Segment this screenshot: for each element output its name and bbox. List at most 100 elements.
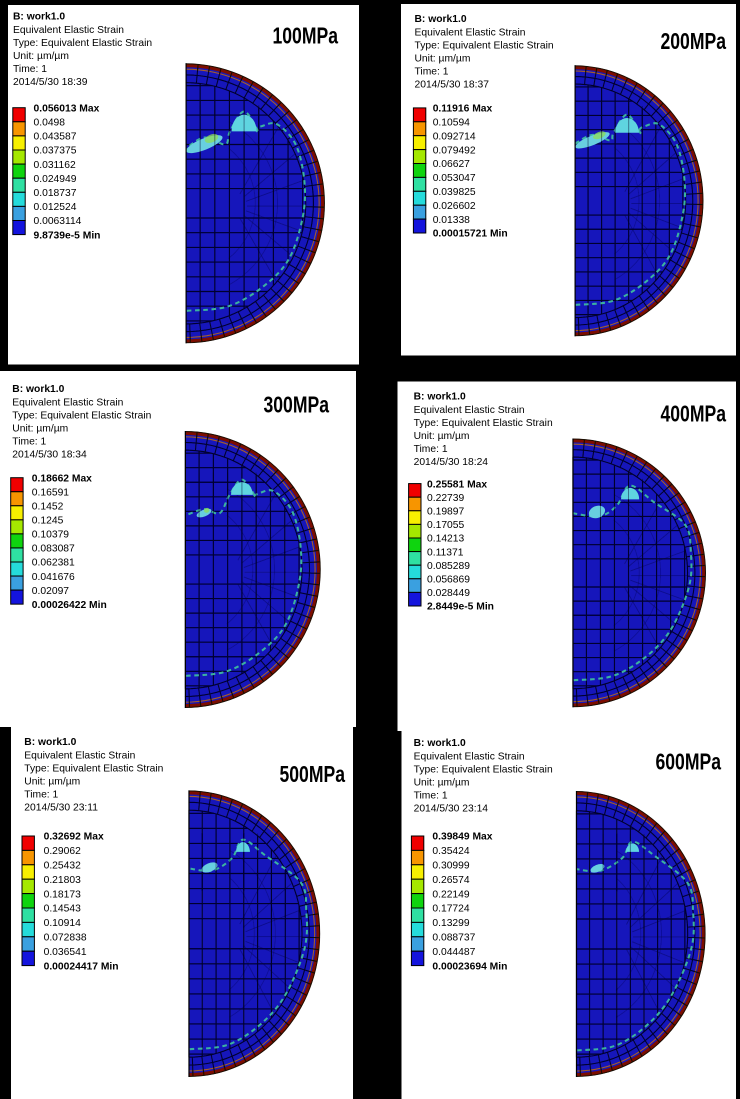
svg-text:B: work1.0: B: work1.0 [415, 14, 467, 25]
svg-text:2014/5/30 18:37: 2014/5/30 18:37 [415, 80, 490, 91]
svg-text:0.026602: 0.026602 [433, 201, 476, 212]
svg-text:0.32692 Max: 0.32692 Max [44, 832, 104, 843]
svg-text:B: work1.0: B: work1.0 [13, 12, 65, 23]
svg-text:Type: Equivalent Elastic Strai: Type: Equivalent Elastic Strain [24, 763, 163, 774]
svg-text:0.044487: 0.044487 [432, 947, 475, 958]
svg-text:0.35424: 0.35424 [432, 846, 469, 857]
svg-text:Type: Equivalent Elastic Strai: Type: Equivalent Elastic Strain [12, 410, 151, 421]
svg-text:2014/5/30 23:11: 2014/5/30 23:11 [24, 803, 98, 814]
svg-text:Type: Equivalent Elastic Strai: Type: Equivalent Elastic Strain [414, 418, 553, 429]
svg-text:0.037375: 0.037375 [34, 146, 77, 157]
svg-text:2014/5/30 23:14: 2014/5/30 23:14 [414, 804, 489, 815]
svg-text:2.8449e-5 Min: 2.8449e-5 Min [427, 602, 494, 613]
svg-text:0.012524: 0.012524 [34, 202, 77, 213]
svg-text:0.10914: 0.10914 [44, 918, 81, 929]
svg-text:2014/5/30 18:34: 2014/5/30 18:34 [12, 450, 87, 461]
svg-text:0.062381: 0.062381 [32, 558, 75, 569]
svg-text:0.22149: 0.22149 [432, 889, 469, 900]
svg-text:300MPa: 300MPa [264, 391, 330, 417]
svg-text:0.0063114: 0.0063114 [34, 216, 82, 227]
svg-text:0.053047: 0.053047 [433, 173, 476, 184]
svg-text:Equivalent Elastic Strain: Equivalent Elastic Strain [24, 750, 135, 761]
svg-text:0.25581 Max: 0.25581 Max [427, 479, 487, 490]
svg-text:0.028449: 0.028449 [427, 588, 470, 599]
svg-text:0.25432: 0.25432 [44, 861, 81, 872]
svg-text:2014/5/30 18:39: 2014/5/30 18:39 [13, 77, 88, 88]
svg-text:100MPa: 100MPa [273, 22, 339, 48]
svg-text:Time: 1: Time: 1 [24, 790, 58, 801]
svg-text:0.18173: 0.18173 [44, 889, 81, 900]
svg-text:0.17055: 0.17055 [427, 520, 464, 531]
svg-text:Unit: µm/µm: Unit: µm/µm [13, 51, 69, 62]
svg-text:0.00026422 Min: 0.00026422 Min [32, 600, 107, 611]
svg-text:0.18662 Max: 0.18662 Max [32, 473, 92, 484]
svg-text:0.00015721 Min: 0.00015721 Min [433, 229, 508, 240]
svg-text:0.26574: 0.26574 [432, 875, 469, 886]
svg-text:Equivalent Elastic Strain: Equivalent Elastic Strain [12, 397, 123, 408]
svg-text:0.01338: 0.01338 [433, 215, 470, 226]
svg-text:0.039825: 0.039825 [433, 187, 476, 198]
svg-text:2014/5/30 18:24: 2014/5/30 18:24 [414, 457, 489, 468]
svg-text:Unit: µm/µm: Unit: µm/µm [414, 431, 470, 442]
svg-text:Time: 1: Time: 1 [12, 437, 46, 448]
svg-text:0.1245: 0.1245 [32, 516, 64, 527]
svg-text:B: work1.0: B: work1.0 [24, 737, 76, 748]
svg-text:0.079492: 0.079492 [433, 145, 476, 156]
svg-text:0.043587: 0.043587 [34, 132, 77, 143]
svg-text:Unit: µm/µm: Unit: µm/µm [415, 54, 471, 65]
svg-text:9.8739e-5 Min: 9.8739e-5 Min [34, 230, 101, 241]
svg-text:0.39849 Max: 0.39849 Max [432, 832, 492, 843]
svg-text:0.02097: 0.02097 [32, 586, 69, 597]
svg-text:Equivalent Elastic Strain: Equivalent Elastic Strain [415, 27, 526, 38]
svg-text:600MPa: 600MPa [656, 748, 722, 774]
svg-text:0.072838: 0.072838 [44, 933, 87, 944]
svg-text:0.10594: 0.10594 [433, 118, 470, 129]
svg-text:0.06627: 0.06627 [433, 159, 470, 170]
svg-text:0.024949: 0.024949 [34, 174, 77, 185]
svg-text:Type: Equivalent Elastic Strai: Type: Equivalent Elastic Strain [13, 38, 152, 49]
svg-text:Time: 1: Time: 1 [415, 67, 449, 78]
svg-text:0.0498: 0.0498 [34, 118, 66, 129]
svg-text:0.14543: 0.14543 [44, 904, 81, 915]
svg-text:0.056869: 0.056869 [427, 575, 470, 586]
svg-text:B: work1.0: B: work1.0 [12, 384, 64, 395]
svg-text:0.00024417 Min: 0.00024417 Min [44, 961, 119, 972]
svg-text:400MPa: 400MPa [661, 400, 727, 426]
svg-text:Unit: µm/µm: Unit: µm/µm [414, 778, 470, 789]
svg-text:0.031162: 0.031162 [34, 160, 76, 171]
svg-text:0.11371: 0.11371 [427, 547, 464, 558]
svg-text:Equivalent Elastic Strain: Equivalent Elastic Strain [414, 751, 525, 762]
svg-text:0.21803: 0.21803 [44, 875, 81, 886]
svg-text:0.29062: 0.29062 [44, 846, 81, 857]
svg-text:Type: Equivalent Elastic Strai: Type: Equivalent Elastic Strain [415, 40, 554, 51]
svg-text:500MPa: 500MPa [280, 761, 346, 787]
svg-text:0.10379: 0.10379 [32, 530, 69, 541]
svg-text:0.085289: 0.085289 [427, 561, 470, 572]
svg-text:0.16591: 0.16591 [32, 487, 69, 498]
svg-text:Equivalent Elastic Strain: Equivalent Elastic Strain [414, 405, 525, 416]
svg-text:Unit: µm/µm: Unit: µm/µm [12, 424, 68, 435]
svg-text:0.19897: 0.19897 [427, 507, 464, 518]
svg-text:0.1452: 0.1452 [32, 502, 64, 513]
svg-text:0.22739: 0.22739 [427, 493, 464, 504]
svg-text:0.041676: 0.041676 [32, 572, 75, 583]
svg-text:0.11916 Max: 0.11916 Max [433, 104, 493, 115]
svg-text:Time: 1: Time: 1 [414, 791, 448, 802]
svg-text:0.083087: 0.083087 [32, 544, 75, 555]
svg-text:0.30999: 0.30999 [432, 861, 469, 872]
svg-text:Unit: µm/µm: Unit: µm/µm [24, 777, 80, 788]
svg-text:0.17724: 0.17724 [432, 904, 469, 915]
svg-text:B: work1.0: B: work1.0 [414, 392, 466, 403]
svg-text:B: work1.0: B: work1.0 [414, 738, 466, 749]
svg-text:0.088737: 0.088737 [432, 933, 475, 944]
svg-text:Type: Equivalent Elastic Strai: Type: Equivalent Elastic Strain [414, 764, 553, 775]
svg-text:0.056013 Max: 0.056013 Max [34, 103, 100, 114]
svg-text:0.13299: 0.13299 [432, 918, 469, 929]
svg-text:0.00023694 Min: 0.00023694 Min [432, 961, 507, 972]
svg-text:0.14213: 0.14213 [427, 534, 464, 545]
svg-text:200MPa: 200MPa [661, 28, 727, 54]
svg-text:0.092714: 0.092714 [433, 131, 476, 142]
svg-text:Time: 1: Time: 1 [13, 64, 47, 75]
svg-text:Time: 1: Time: 1 [414, 444, 448, 455]
svg-text:0.018737: 0.018737 [34, 188, 77, 199]
